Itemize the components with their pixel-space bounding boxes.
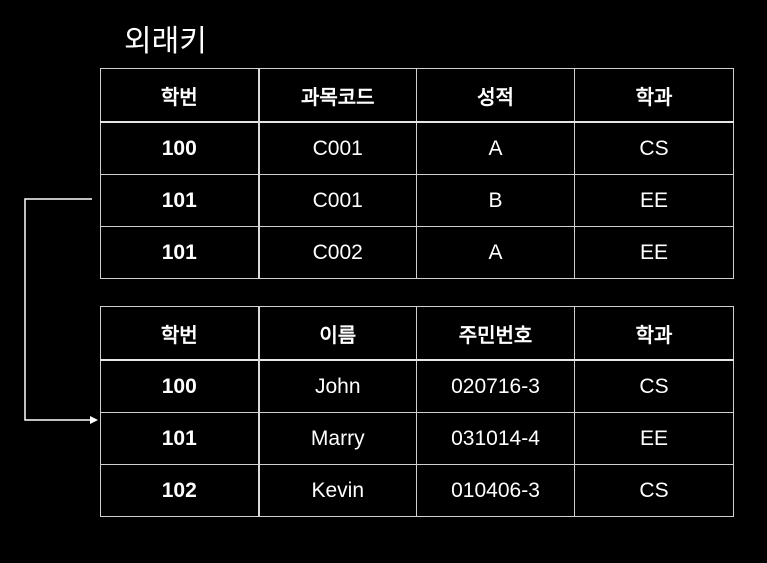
table-row: 102 Kevin 010406-3 CS	[100, 464, 734, 517]
table-cell: EE	[574, 412, 734, 465]
header-cell: 과목코드	[258, 68, 417, 123]
header-cell: 학과	[574, 306, 734, 361]
arrowhead-icon	[90, 416, 98, 424]
table-cell: John	[258, 359, 417, 413]
table-header-row: 학번 이름 주민번호 학과	[100, 306, 734, 361]
enrollment-table: 학번 과목코드 성적 학과 100 C001 A CS 101 C001 B E…	[100, 68, 734, 279]
table-cell: CS	[574, 359, 734, 413]
header-cell: 주민번호	[416, 306, 575, 361]
table-row: 101 Marry 031014-4 EE	[100, 412, 734, 465]
table-cell: 010406-3	[416, 464, 575, 517]
header-cell: 학번	[100, 68, 260, 123]
table-cell: CS	[574, 464, 734, 517]
foreign-key-connector-line	[24, 198, 92, 421]
table-cell: EE	[574, 226, 734, 279]
table-cell: Marry	[258, 412, 417, 465]
table-cell: 031014-4	[416, 412, 575, 465]
student-id-cell: 101	[100, 412, 260, 465]
table-cell: C001	[258, 121, 417, 175]
table-cell: A	[416, 121, 575, 175]
student-id-cell: 100	[100, 359, 260, 413]
student-id-cell: 101	[100, 226, 260, 279]
header-cell: 학과	[574, 68, 734, 123]
student-id-cell: 102	[100, 464, 260, 517]
table-cell: CS	[574, 121, 734, 175]
table-cell: 020716-3	[416, 359, 575, 413]
table-row: 101 C002 A EE	[100, 226, 734, 279]
student-id-cell: 101	[100, 174, 260, 227]
table-cell: EE	[574, 174, 734, 227]
header-cell: 학번	[100, 306, 260, 361]
table-header-row: 학번 과목코드 성적 학과	[100, 68, 734, 123]
header-cell: 성적	[416, 68, 575, 123]
table-cell: Kevin	[258, 464, 417, 517]
diagram-title: 외래키	[124, 24, 207, 59]
header-cell: 이름	[258, 306, 417, 361]
table-cell: B	[416, 174, 575, 227]
table-row: 101 C001 B EE	[100, 174, 734, 227]
table-cell: C002	[258, 226, 417, 279]
table-cell: A	[416, 226, 575, 279]
table-row: 100 C001 A CS	[100, 121, 734, 175]
table-cell: C001	[258, 174, 417, 227]
student-id-cell: 100	[100, 121, 260, 175]
table-row: 100 John 020716-3 CS	[100, 359, 734, 413]
student-table: 학번 이름 주민번호 학과 100 John 020716-3 CS 101 M…	[100, 306, 734, 517]
